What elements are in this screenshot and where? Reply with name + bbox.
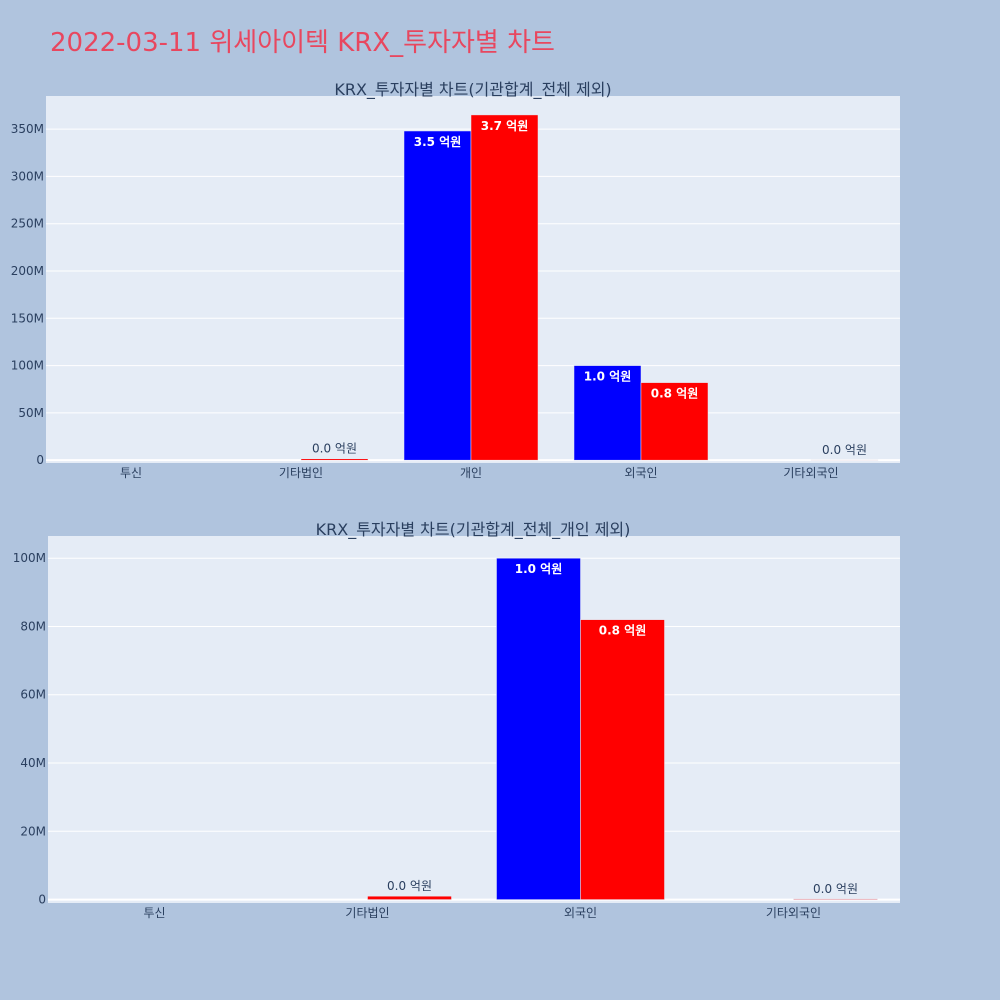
bar [640,382,709,461]
data-label: 3.7 억원 [481,119,529,133]
x-tick-label: 투신 [120,466,142,480]
y-tick-label: 50M [18,406,44,420]
bar [300,458,369,461]
data-label: 3.5 억원 [414,135,462,149]
y-tick-label: 250M [11,217,44,231]
chart-title: KRX_투자자별 차트(기관합계_전체 제외) [334,80,611,100]
y-tick-label: 350M [11,122,44,136]
data-label: 1.0 억원 [584,370,632,384]
bar [470,114,539,461]
y-tick-label: 0 [36,453,44,467]
y-tick-label: 150M [11,311,44,325]
y-tick-label: 300M [11,169,44,183]
y-tick-label: 200M [11,264,44,278]
y-tick-label: 100M [11,359,44,373]
data-label: 0.0 억원 [312,442,357,456]
x-tick-label: 외국인 [624,466,657,480]
page-title: 2022-03-11 위세아이텍 KRX_투자자별 차트 [50,28,555,58]
data-label: 0.8 억원 [651,387,699,401]
x-tick-label: 기타외국인 [783,466,838,480]
data-label: 0.0 억원 [822,443,867,457]
bar [403,130,472,461]
x-tick-label: 기타법인 [279,466,323,480]
x-tick-label: 개인 [460,466,482,480]
